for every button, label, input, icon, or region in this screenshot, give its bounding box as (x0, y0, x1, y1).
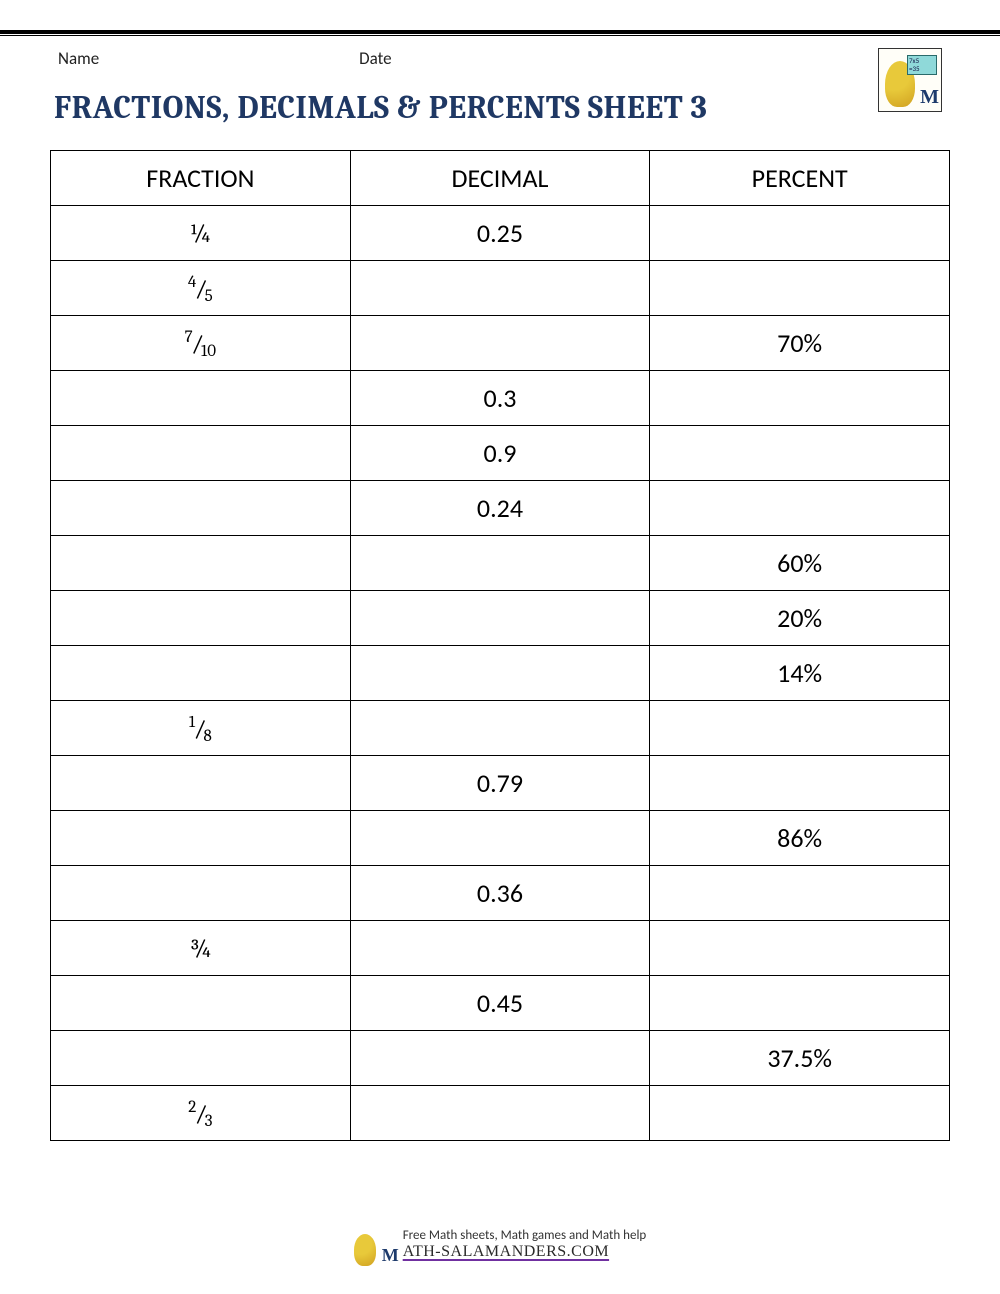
cell-percent (650, 481, 950, 536)
name-label: Name (58, 48, 99, 69)
cell-fraction (51, 536, 351, 591)
cell-decimal (350, 701, 650, 756)
cell-percent (650, 866, 950, 921)
cell-fraction (51, 591, 351, 646)
cell-decimal: 0.36 (350, 866, 650, 921)
cell-percent: 60% (650, 536, 950, 591)
cell-decimal: 0.45 (350, 976, 650, 1031)
table-row: 0.24 (51, 481, 950, 536)
table-row: 1⁄8 (51, 701, 950, 756)
col-fraction: FRACTION (51, 151, 351, 206)
worksheet-title: FRACTIONS, DECIMALS & PERCENTS SHEET 3 (54, 89, 950, 126)
cell-percent (650, 426, 950, 481)
cell-percent: 70% (650, 316, 950, 371)
cell-percent (650, 976, 950, 1031)
table-row: 20% (51, 591, 950, 646)
cell-fraction (51, 976, 351, 1031)
cell-decimal (350, 316, 650, 371)
table-row: ¾ (51, 921, 950, 976)
cell-fraction: 2⁄3 (51, 1086, 351, 1141)
footer-tagline: Free Math sheets, Math games and Math he… (403, 1228, 647, 1243)
table-row: 86% (51, 811, 950, 866)
brand-logo: 7x5=35 M (878, 48, 942, 112)
cell-decimal (350, 1086, 650, 1141)
table-row: 14% (51, 646, 950, 701)
footer-site: ATH-SALAMANDERS.COM (403, 1243, 609, 1260)
top-double-rule (0, 30, 1000, 34)
cell-decimal (350, 591, 650, 646)
cell-decimal: 0.9 (350, 426, 650, 481)
table-row: 7⁄10 70% (51, 316, 950, 371)
table-row: 0.9 (51, 426, 950, 481)
cell-percent: 37.5% (650, 1031, 950, 1086)
table-row: 0.45 (51, 976, 950, 1031)
table-row: 37.5% (51, 1031, 950, 1086)
cell-percent (650, 921, 950, 976)
conversion-table: FRACTION DECIMAL PERCENT ¼0.254⁄57⁄10 70%… (50, 150, 950, 1141)
cell-percent (650, 206, 950, 261)
cell-percent: 20% (650, 591, 950, 646)
cell-fraction (51, 481, 351, 536)
cell-fraction (51, 1031, 351, 1086)
cell-fraction: 4⁄5 (51, 261, 351, 316)
cell-percent: 86% (650, 811, 950, 866)
cell-fraction: 1⁄8 (51, 701, 351, 756)
cell-fraction: 7⁄10 (51, 316, 351, 371)
table-row: 0.79 (51, 756, 950, 811)
cell-percent (650, 1086, 950, 1141)
header-meta: Name Date (58, 48, 950, 69)
cell-percent: 14% (650, 646, 950, 701)
cell-percent (650, 371, 950, 426)
table-row: 0.3 (51, 371, 950, 426)
cell-decimal: 0.3 (350, 371, 650, 426)
table-row: 60% (51, 536, 950, 591)
cell-fraction (51, 866, 351, 921)
cell-fraction (51, 426, 351, 481)
date-label: Date (359, 48, 391, 69)
cell-percent (650, 756, 950, 811)
table-row: ¼0.25 (51, 206, 950, 261)
col-percent: PERCENT (650, 151, 950, 206)
cell-fraction (51, 371, 351, 426)
cell-decimal: 0.25 (350, 206, 650, 261)
table-row: 0.36 (51, 866, 950, 921)
table-row: 2⁄3 (51, 1086, 950, 1141)
worksheet-page: 7x5=35 M Name Date FRACTIONS, DECIMALS &… (50, 48, 950, 1141)
col-decimal: DECIMAL (350, 151, 650, 206)
cell-decimal (350, 811, 650, 866)
cell-decimal (350, 261, 650, 316)
cell-fraction: ¼ (51, 206, 351, 261)
cell-decimal (350, 536, 650, 591)
cell-percent (650, 701, 950, 756)
cell-decimal (350, 1031, 650, 1086)
footer-logo: M (354, 1228, 396, 1266)
cell-fraction (51, 756, 351, 811)
cell-percent (650, 261, 950, 316)
table-row: 4⁄5 (51, 261, 950, 316)
table-header-row: FRACTION DECIMAL PERCENT (51, 151, 950, 206)
cell-decimal (350, 646, 650, 701)
cell-decimal: 0.24 (350, 481, 650, 536)
cell-fraction: ¾ (51, 921, 351, 976)
cell-decimal: 0.79 (350, 756, 650, 811)
cell-fraction (51, 646, 351, 701)
cell-fraction (51, 811, 351, 866)
page-footer: M Free Math sheets, Math games and Math … (0, 1228, 1000, 1266)
cell-decimal (350, 921, 650, 976)
